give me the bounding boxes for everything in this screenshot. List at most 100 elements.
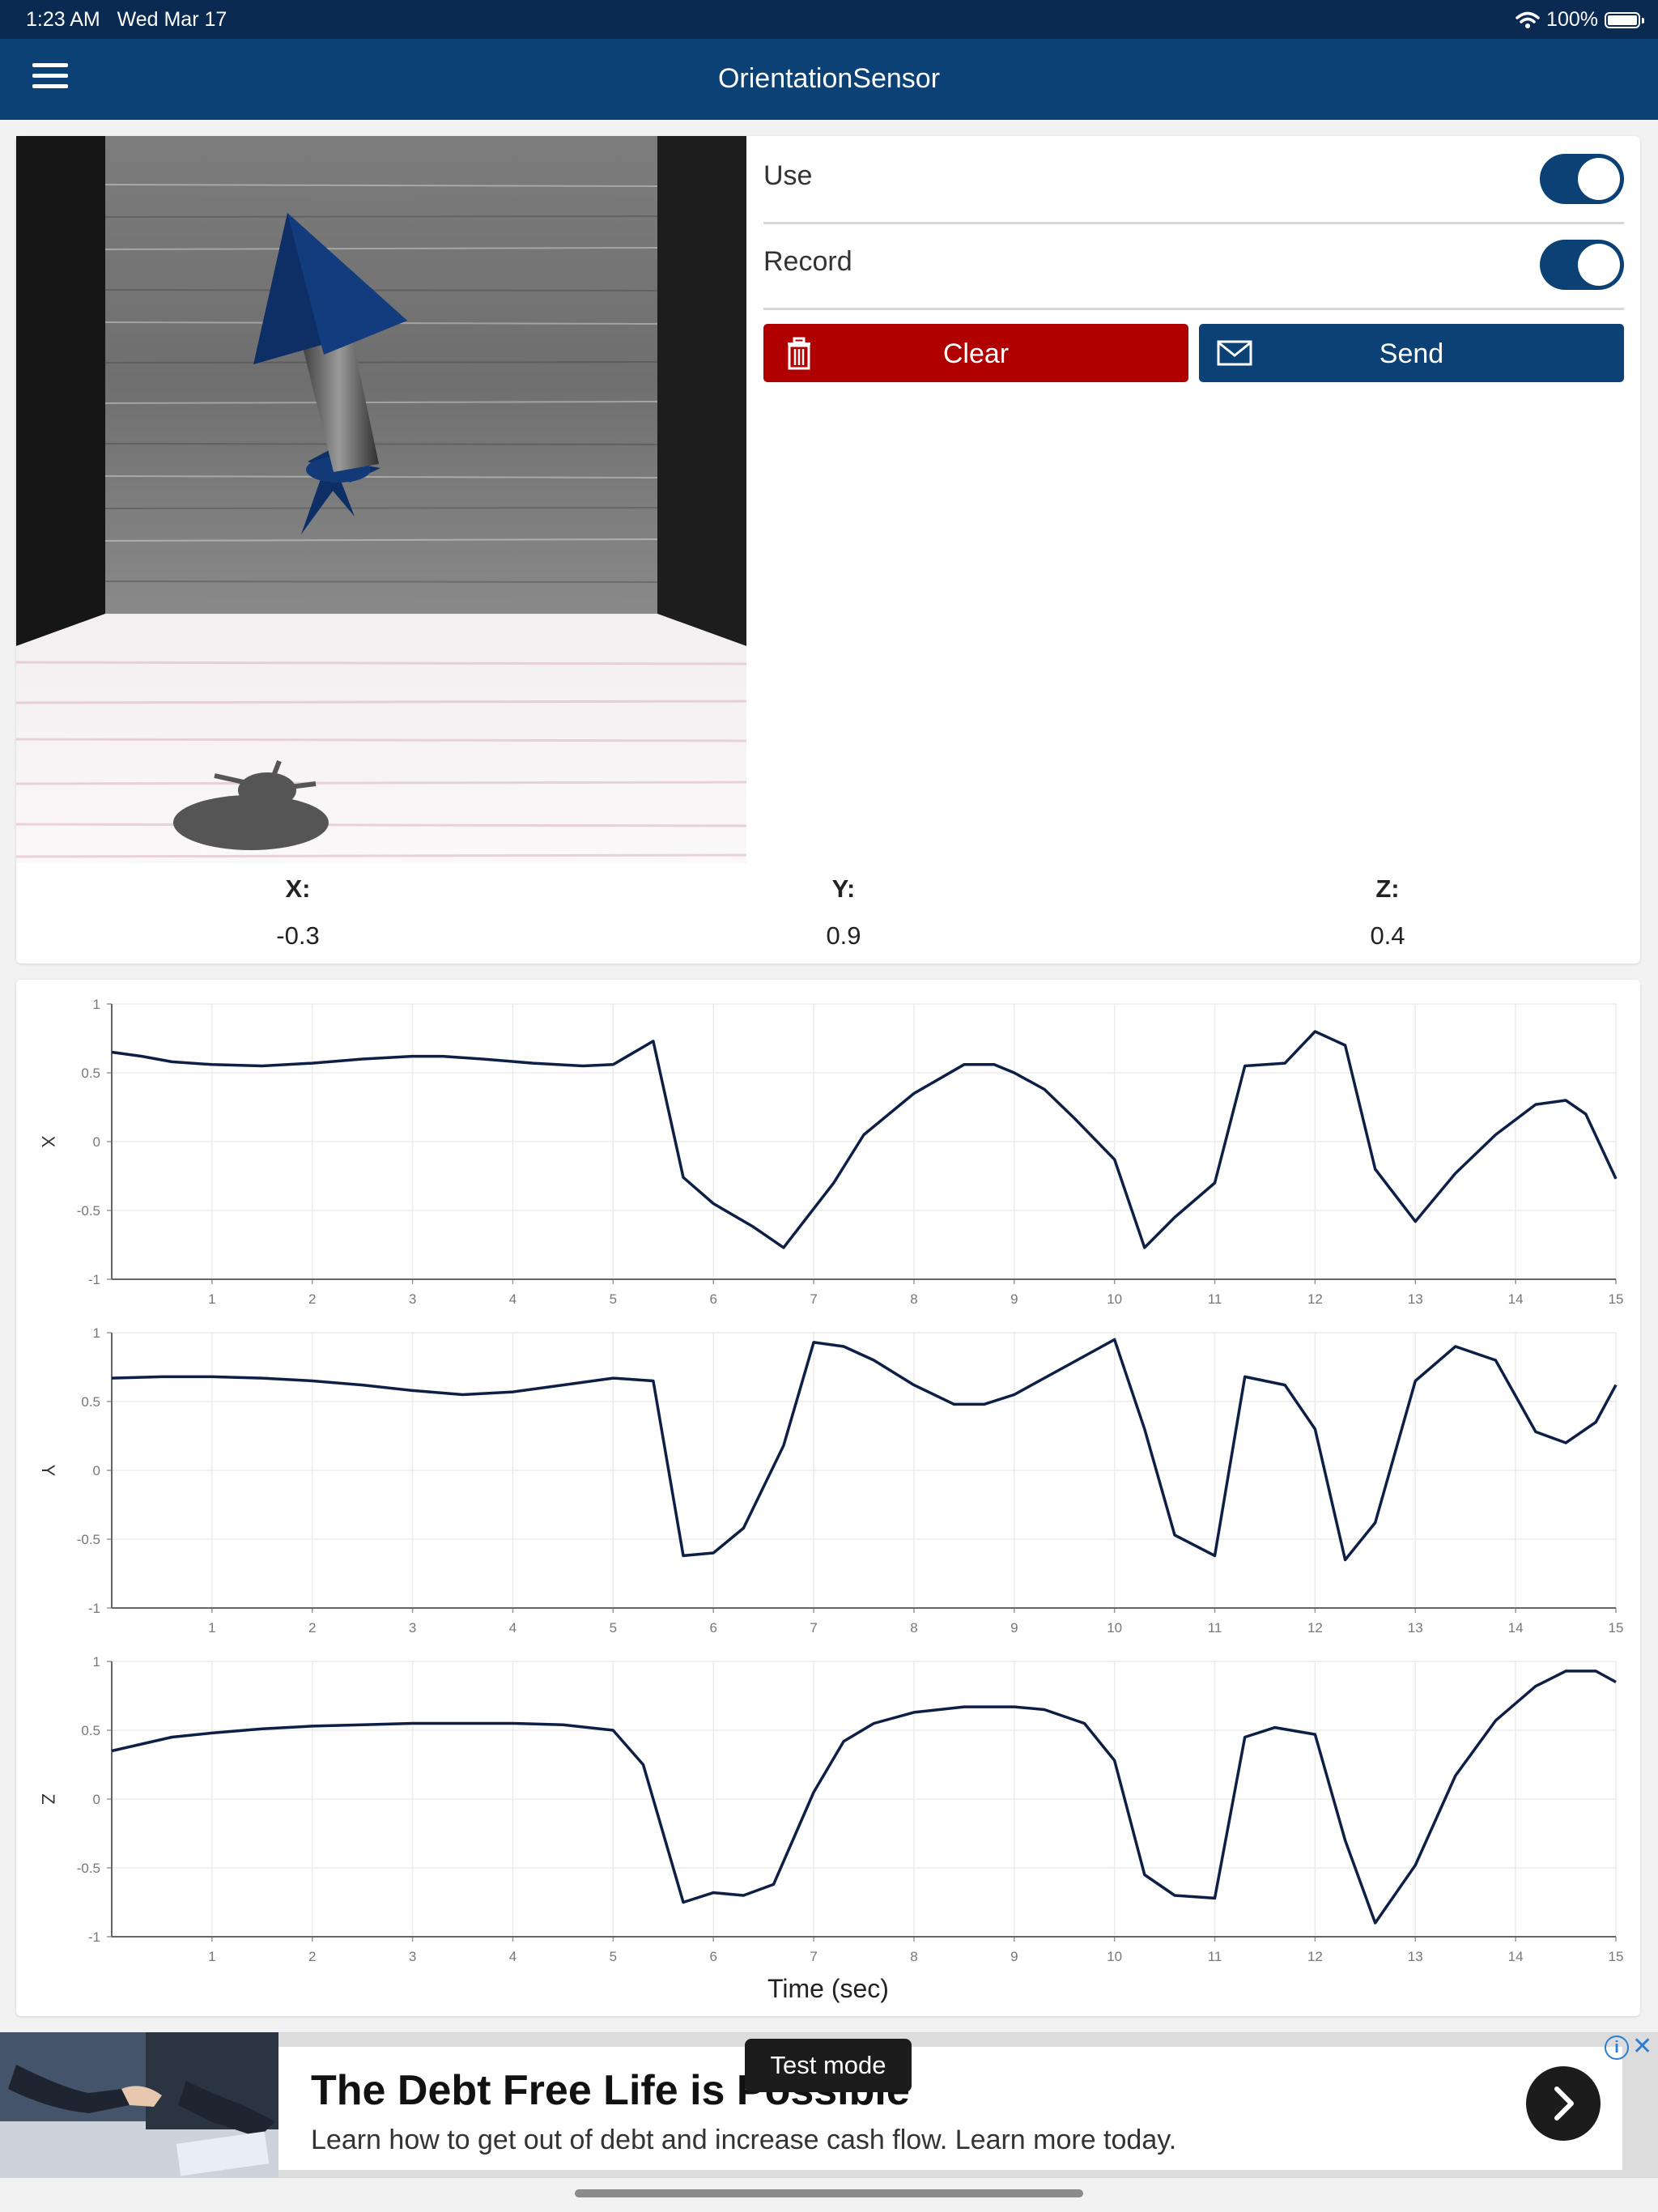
ad-info-icon[interactable]: i xyxy=(1605,2035,1629,2060)
y-tick-label: -1 xyxy=(88,1929,100,1945)
y-axis-title: X xyxy=(38,1136,58,1148)
y-tick-label: 1 xyxy=(93,1654,100,1670)
ad-close-icon[interactable]: ✕ xyxy=(1632,2033,1653,2060)
nav-bar: OrientationSensor xyxy=(0,39,1658,120)
menu-icon[interactable] xyxy=(32,63,68,92)
x-tick-label: 5 xyxy=(610,1620,617,1636)
x-tick-label: 10 xyxy=(1107,1291,1122,1307)
x-tick-label: 15 xyxy=(1609,1620,1624,1636)
y-axis-title: Z xyxy=(38,1793,58,1804)
z-readout: Z: 0.4 xyxy=(1307,874,1469,951)
x-tick-label: 10 xyxy=(1107,1620,1122,1636)
x-tick-label: 2 xyxy=(308,1620,316,1636)
rocket-shadow xyxy=(173,795,329,850)
x-tick-label: 1 xyxy=(208,1620,215,1636)
battery-icon xyxy=(1605,11,1644,28)
x-tick-label: 7 xyxy=(810,1949,817,1964)
x-tick-label: 9 xyxy=(1010,1291,1018,1307)
x-tick-label: 6 xyxy=(709,1620,716,1636)
status-date: Wed Mar 17 xyxy=(117,8,227,31)
use-label: Use xyxy=(763,160,813,191)
x-tick-label: 11 xyxy=(1208,1949,1222,1964)
sensor-card: Use Record Clear Send xyxy=(16,136,1640,963)
x-tick-label: 4 xyxy=(509,1291,517,1307)
chevron-right-icon xyxy=(1554,2087,1574,2121)
x-tick-label: 1 xyxy=(208,1291,215,1307)
x-tick-label: 2 xyxy=(308,1949,316,1964)
x-tick-label: 10 xyxy=(1107,1949,1122,1964)
x-tick-label: 14 xyxy=(1508,1291,1524,1307)
send-label: Send xyxy=(1379,338,1444,369)
charts-card: 1 2 3 4 5 6 7 8 9 10 11 12 13 14 15 1 0.5 0 -0.5 -1 X 1 2 3 4 5 6 7… xyxy=(16,980,1640,2016)
y-tick-label: 0.5 xyxy=(81,1066,100,1081)
x-tick-label: 11 xyxy=(1208,1620,1222,1636)
z-value: 0.4 xyxy=(1370,921,1405,950)
x-tick-label: 3 xyxy=(409,1620,416,1636)
y-tick-label: 1 xyxy=(93,997,100,1012)
series-line-z xyxy=(111,1670,1617,1925)
x-tick-label: 12 xyxy=(1307,1291,1323,1307)
x-tick-label: 5 xyxy=(610,1291,617,1307)
x-tick-label: 3 xyxy=(409,1291,416,1307)
x-tick-label: 9 xyxy=(1010,1949,1018,1964)
y-value: 0.9 xyxy=(826,921,861,950)
trash-icon xyxy=(788,337,810,370)
x-tick-label: 13 xyxy=(1408,1949,1423,1964)
x-tick-label: 7 xyxy=(810,1620,817,1636)
y-tick-label: 0.5 xyxy=(81,1394,100,1410)
ad-panel[interactable]: The Debt Free Life is Possible Learn how… xyxy=(278,2047,1622,2170)
y-label: Y: xyxy=(831,874,856,903)
y-tick-label: 0 xyxy=(93,1134,100,1150)
x-readout: X: -0.3 xyxy=(217,874,379,951)
series-line-y xyxy=(111,1338,1618,1562)
status-right: 100% xyxy=(1516,8,1644,32)
rocket-model xyxy=(253,213,407,534)
x-tick-label: 12 xyxy=(1307,1949,1323,1964)
x-tick-label: 12 xyxy=(1307,1620,1323,1636)
x-tick-label: 3 xyxy=(409,1949,416,1964)
ad-body: Learn how to get out of debt and increas… xyxy=(311,2125,1177,2155)
y-tick-label: 1 xyxy=(93,1325,100,1341)
x-tick-label: 8 xyxy=(910,1620,917,1636)
x-tick-label: 2 xyxy=(308,1291,316,1307)
z-label: Z: xyxy=(1375,874,1400,903)
x-tick-label: 13 xyxy=(1408,1620,1423,1636)
send-button[interactable]: Send xyxy=(1199,324,1624,382)
record-row: Record xyxy=(763,222,1624,310)
floor xyxy=(16,614,746,863)
y-tick-label: 0.5 xyxy=(81,1723,100,1738)
series-line-x xyxy=(111,1030,1618,1249)
record-toggle[interactable] xyxy=(1540,240,1624,290)
x-tick-label: 7 xyxy=(810,1291,817,1307)
record-label: Record xyxy=(763,246,852,277)
x-tick-label: 8 xyxy=(910,1949,917,1964)
x-tick-label: 15 xyxy=(1609,1949,1624,1964)
use-toggle[interactable] xyxy=(1540,154,1624,204)
page-title: OrientationSensor xyxy=(717,63,941,94)
clear-button[interactable]: Clear xyxy=(763,324,1188,382)
test-mode-badge: Test mode xyxy=(745,2039,912,2092)
mail-icon xyxy=(1217,340,1252,366)
x-tick-label: 6 xyxy=(709,1949,716,1964)
y-tick-label: -1 xyxy=(88,1272,100,1287)
x-tick-label: 1 xyxy=(208,1949,215,1964)
orientation-3d-view xyxy=(16,136,746,863)
x-tick-label: 14 xyxy=(1508,1620,1524,1636)
y-tick-label: -0.5 xyxy=(77,1861,100,1876)
status-bar: 1:23 AM Wed Mar 17 100% xyxy=(0,0,1658,39)
ad-next-button[interactable] xyxy=(1526,2066,1601,2141)
back-wall xyxy=(16,136,746,622)
y-readout: Y: 0.9 xyxy=(763,874,925,951)
x-tick-label: 8 xyxy=(910,1291,917,1307)
battery-percent: 100% xyxy=(1546,8,1598,31)
status-time: 1:23 AM Wed Mar 17 xyxy=(26,8,227,31)
wifi-icon xyxy=(1516,11,1540,28)
x-tick-label: 13 xyxy=(1408,1291,1423,1307)
x-tick-label: 6 xyxy=(709,1291,716,1307)
home-indicator[interactable] xyxy=(575,2189,1083,2197)
y-tick-label: 0 xyxy=(93,1792,100,1807)
ad-image xyxy=(0,2032,278,2178)
